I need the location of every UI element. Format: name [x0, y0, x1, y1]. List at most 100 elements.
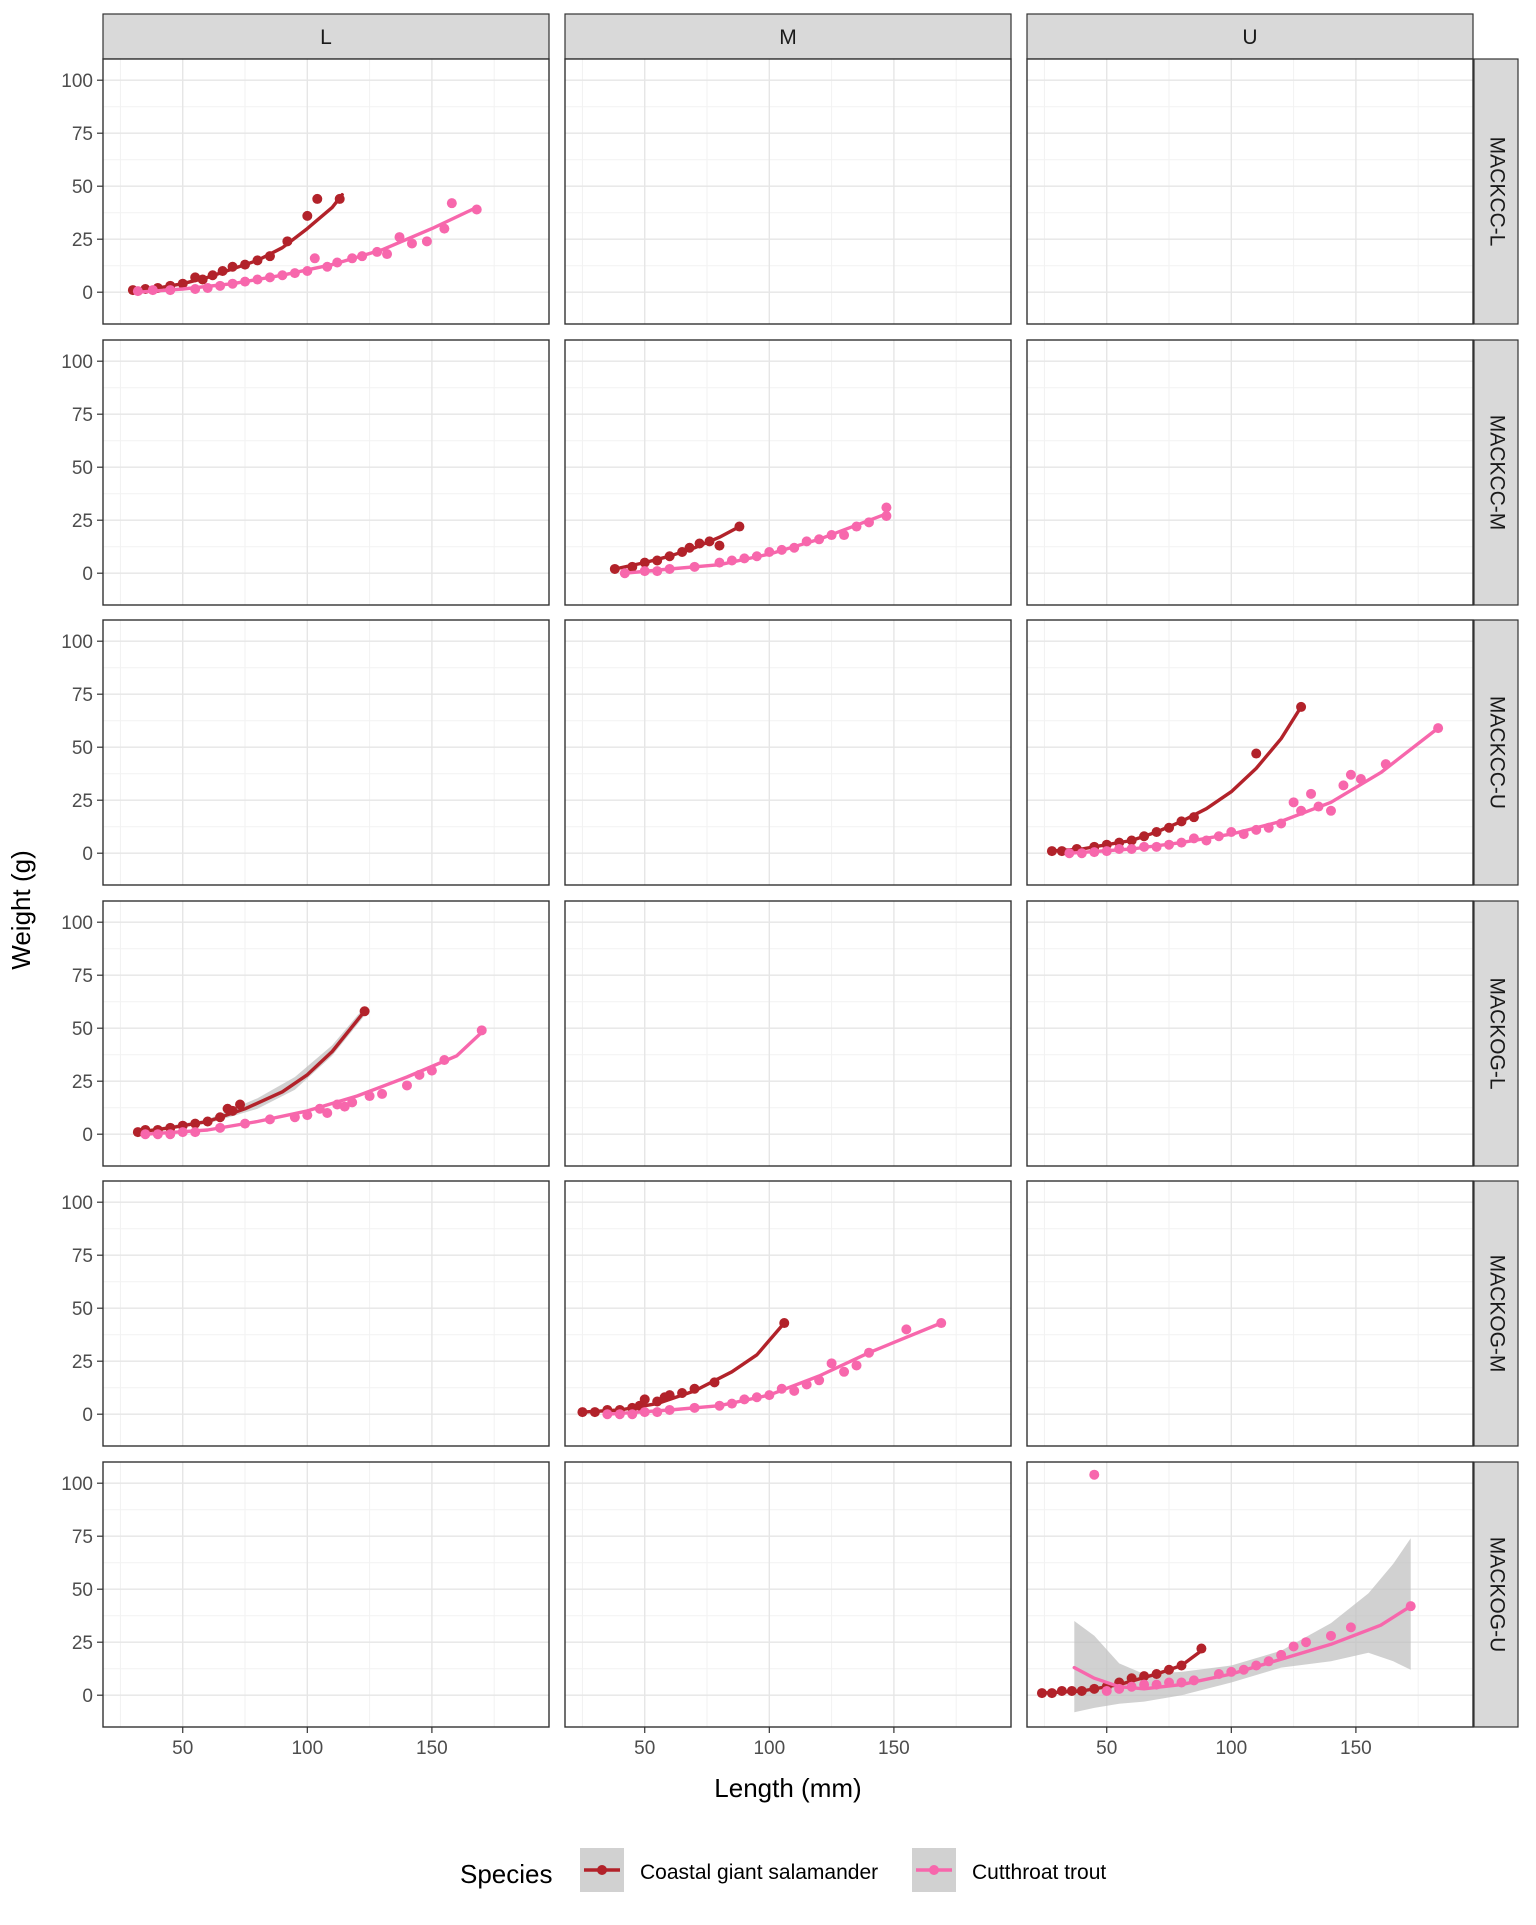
fit-line-cutthroat-trout	[143, 1030, 484, 1136]
panel-border	[1026, 58, 1474, 325]
panel-data-layer	[1046, 701, 1444, 859]
panel-MACKCC-U-U	[1026, 619, 1474, 886]
panel-MACKCC-M-U	[1026, 339, 1474, 606]
column-strip-L	[102, 13, 550, 60]
panel-border	[1026, 619, 1474, 886]
panel-background	[103, 1181, 549, 1446]
panel-MACKOG-M-U	[1026, 1180, 1474, 1447]
legend-label-coastal-giant-salamander: Coastal giant salamander	[640, 1861, 878, 1884]
row-strip-label-MACKCC-L: MACKCC-L	[1485, 137, 1508, 247]
panel-border	[102, 619, 550, 886]
fit-line-cutthroat-trout	[136, 205, 479, 294]
row-strip-MACKOG-M	[1473, 1180, 1519, 1447]
panel-MACKCC-U-M	[564, 619, 1012, 886]
y-tick-label: 75	[72, 405, 93, 426]
panel-border	[102, 339, 550, 606]
panel-border	[102, 900, 550, 1167]
panel-MACKCC-U-L: 0 25 50 75 100	[61, 619, 550, 886]
row-strip-label-MACKOG-M: MACKOG-M	[1485, 1255, 1508, 1373]
y-tick-label: 75	[72, 966, 93, 987]
y-tick-label: 0	[82, 844, 93, 865]
y-tick-label: 0	[82, 1686, 93, 1707]
panel-background	[103, 901, 549, 1166]
panel-MACKCC-L-L: 0 25 50 75 100	[61, 58, 550, 325]
column-strip-label-M: M	[779, 26, 797, 49]
panel-border	[1026, 339, 1474, 606]
x-tick-label: 100	[753, 1738, 785, 1759]
x-tick-label: 150	[416, 1738, 448, 1759]
panel-MACKCC-M-M	[564, 339, 1012, 606]
panel-MACKOG-U-U: 50 100 150	[1026, 1461, 1474, 1759]
fit-line-cutthroat-trout	[623, 512, 889, 575]
x-tick-label: 150	[878, 1738, 910, 1759]
data-point-cutthroat-trout	[309, 253, 320, 264]
data-point-cutthroat-trout	[1288, 1641, 1299, 1652]
data-point-cutthroat-trout	[1306, 788, 1317, 799]
panel-border	[1026, 1180, 1474, 1447]
panel-border	[102, 1180, 550, 1447]
panel-MACKCC-M-L: 0 25 50 75 100	[61, 339, 550, 606]
row-strip-MACKCC-U	[1473, 619, 1519, 886]
data-point-cutthroat-trout	[382, 249, 393, 260]
fit-line-coastal-giant-salamander	[613, 524, 742, 571]
fit-line-coastal-giant-salamander	[1050, 705, 1303, 853]
y-tick-label: 50	[72, 458, 93, 479]
y-tick-label: 100	[61, 352, 93, 373]
data-point-coastal-giant-salamander	[1251, 748, 1262, 759]
panel-border	[564, 1180, 1012, 1447]
y-tick-label: 50	[72, 1580, 93, 1601]
data-point-cutthroat-trout	[322, 1108, 333, 1118]
data-point-cutthroat-trout	[851, 1360, 862, 1371]
data-point-cutthroat-trout	[881, 502, 892, 513]
panel-MACKOG-M-L: 0 25 50 75 100	[61, 1180, 550, 1447]
panel-background	[1027, 901, 1473, 1166]
fit-line-cutthroat-trout	[605, 1321, 943, 1416]
x-tick-label: 150	[1340, 1738, 1372, 1759]
data-point-cutthroat-trout	[826, 1358, 837, 1369]
y-tick-label: 75	[72, 1527, 93, 1548]
y-tick-label: 100	[61, 1193, 93, 1214]
row-strip-label-MACKCC-U: MACKCC-U	[1485, 696, 1508, 809]
panel-MACKOG-M-M	[564, 1180, 1012, 1447]
panel-border	[564, 900, 1012, 1167]
legend: Species Coastal giant salamander Cutthroat…	[460, 1848, 1106, 1892]
data-point-cutthroat-trout	[446, 198, 457, 209]
y-tick-label: 0	[82, 1405, 93, 1426]
y-tick-label: 100	[61, 632, 93, 653]
row-strip-MACKOG-U	[1473, 1461, 1519, 1728]
data-point-coastal-giant-salamander	[235, 1099, 246, 1110]
panel-border	[102, 1461, 550, 1728]
y-tick-label: 25	[72, 791, 93, 812]
confidence-ribbon-coastal-giant-salamander	[137, 1007, 365, 1134]
data-point-cutthroat-trout	[1101, 1685, 1112, 1696]
x-tick-label: 50	[172, 1738, 193, 1759]
fit-line-cutthroat-trout	[1072, 1604, 1413, 1691]
legend-key-point-coastal-giant-salamander	[597, 1865, 607, 1875]
panel-data-layer	[1036, 1469, 1416, 1713]
panel-MACKCC-L-M	[564, 58, 1012, 325]
panel-background	[565, 59, 1011, 324]
x-tick-label: 100	[291, 1738, 323, 1759]
data-point-coastal-giant-salamander	[222, 1103, 233, 1114]
y-tick-label: 50	[72, 177, 93, 198]
y-tick-label: 0	[82, 283, 93, 304]
x-tick-label: 100	[1215, 1738, 1247, 1759]
data-point-coastal-giant-salamander	[639, 1394, 650, 1405]
row-strip-MACKCC-L	[1473, 58, 1519, 325]
y-tick-label: 50	[72, 738, 93, 759]
panel-background	[565, 1462, 1011, 1727]
panel-background	[1027, 340, 1473, 605]
fit-line-cutthroat-trout	[1067, 726, 1440, 855]
panel-data-layer	[609, 502, 892, 579]
panel-MACKCC-L-U	[1026, 58, 1474, 325]
y-tick-label: 100	[61, 71, 93, 92]
panel-border	[1026, 900, 1474, 1167]
y-tick-label: 50	[72, 1019, 93, 1040]
panel-border	[564, 58, 1012, 325]
data-point-coastal-giant-salamander	[714, 540, 725, 551]
y-axis-title: Weight (g)	[6, 850, 36, 969]
panel-MACKOG-U-L: 0 25 50 75 100 50 100 150	[61, 1461, 550, 1759]
row-strip-label-MACKOG-U: MACKOG-U	[1485, 1537, 1508, 1653]
panel-data-layer	[132, 1006, 487, 1140]
